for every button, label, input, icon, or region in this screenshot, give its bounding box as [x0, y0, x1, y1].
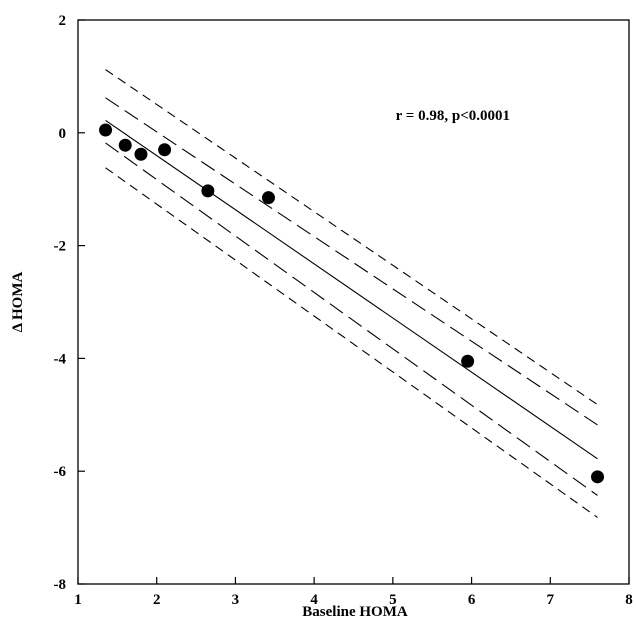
data-point: [201, 184, 215, 198]
x-tick-label: 2: [153, 592, 161, 608]
y-tick-label: -8: [54, 577, 67, 593]
x-tick-label: 5: [389, 592, 397, 608]
y-tick-label: 0: [59, 126, 67, 142]
x-tick-label: 1: [74, 592, 82, 608]
y-axis-label: Δ HOMA: [10, 272, 26, 333]
y-tick-label: -4: [54, 351, 67, 367]
x-tick-label: 8: [625, 592, 633, 608]
data-point: [134, 147, 148, 161]
y-tick-label: -2: [54, 239, 67, 255]
data-point: [461, 354, 475, 368]
prediction-band-lower: [105, 167, 598, 518]
data-points: [99, 123, 605, 484]
data-point: [99, 123, 113, 137]
x-tick-label: 3: [232, 592, 240, 608]
confidence-band-upper: [105, 97, 598, 426]
y-tick-label: 2: [59, 13, 67, 29]
data-point: [261, 191, 275, 205]
y-tick-label: -6: [54, 464, 67, 480]
x-tick-label: 6: [468, 592, 476, 608]
annotation-text: r = 0.98, p<0.0001: [396, 108, 510, 124]
regression-line-group: [105, 119, 598, 460]
regression-line: [105, 119, 598, 460]
data-point: [118, 138, 132, 152]
confidence-band-lower: [105, 142, 598, 496]
axis-ticks: 1 2 3 4 5 6 7 8 2 0 -2 -4 -6 -8: [54, 13, 633, 608]
x-axis-label: Baseline HOMA: [302, 604, 408, 620]
x-tick-label: 4: [310, 592, 318, 608]
prediction-band-upper: [105, 69, 598, 406]
x-tick-label: 7: [547, 592, 555, 608]
band-lines: [105, 69, 598, 518]
data-point: [158, 143, 172, 157]
plot-frame: [77, 19, 630, 585]
data-point: [591, 470, 605, 484]
